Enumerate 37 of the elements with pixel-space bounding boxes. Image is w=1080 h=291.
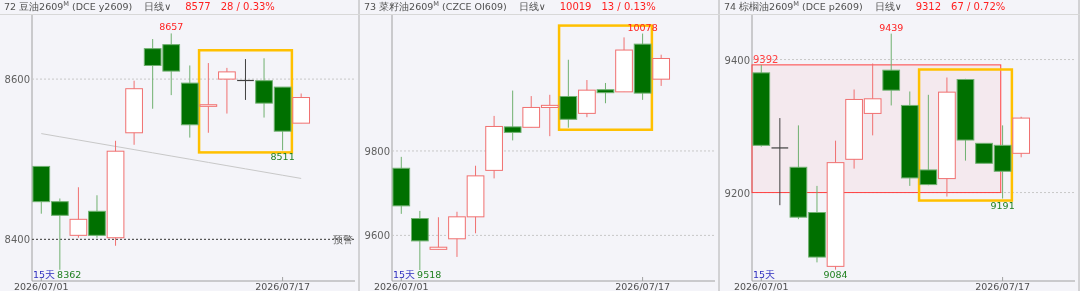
x-tick-label: 2026/07/17 [975,281,1030,291]
chart-title: 74 棕榈油2609$^{M}$ (DCE p2609) [724,0,863,12]
annotation: 8511 [270,151,295,163]
text: 10019 [559,1,592,12]
text: 9312 [915,1,942,12]
y-tick-label: 9800 [364,145,390,157]
y-tick-label: 9600 [364,230,390,242]
annotation: 8657 [159,21,184,33]
chart-subtitle: 日线∨ [518,1,546,12]
annotation: 9518 [417,269,442,280]
x-tick-label: 2026/07/17 [615,281,670,291]
y-tick-label: 8400 [4,234,30,246]
text: 8577 [185,1,211,12]
annotation: 9191 [990,199,1015,211]
annotation: 9084 [823,269,848,280]
text: 67 / 0.72% [951,1,1006,12]
y-tick-label: 9200 [724,187,750,199]
annotation: 15天 [33,269,56,280]
y-tick-label: 8600 [4,74,30,86]
annotation: 8362 [57,269,82,280]
x-tick-label: 2026/07/01 [13,281,69,291]
line-series [40,133,302,179]
text: 28 / 0.33% [220,1,275,12]
ref-line-label: 预警 [333,234,353,246]
x-tick-label: 2026/07/17 [255,281,310,291]
annotation: 9439 [879,21,904,33]
band-label: 9392 [753,53,779,65]
x-tick-label: 2026/07/01 [733,281,789,291]
chart-title: 73 菜籽油2609$^{M}$ (CZCE OI609) [364,0,507,12]
y-tick-label: 9400 [724,54,750,66]
chart-subtitle: 日线∨ [874,1,902,12]
x-tick-label: 2026/07/01 [373,281,429,291]
text: 13 / 0.13% [601,1,656,12]
chart-subtitle: 日线∨ [144,1,172,12]
annotation: 15天 [393,269,416,280]
chart-title: 72 豆油2609$^{M}$ (DCE y2609) [4,0,133,12]
annotation: 15天 [753,269,776,280]
